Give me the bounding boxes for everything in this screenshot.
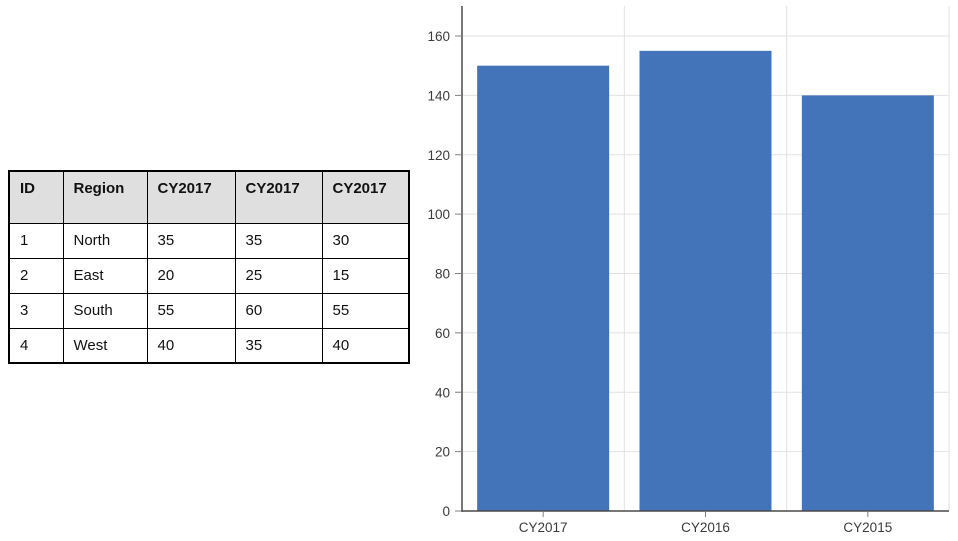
y-axis-tick-label: 60 — [435, 326, 450, 341]
table-cell: 35 — [234, 327, 323, 364]
x-axis-category-label: CY2016 — [681, 520, 730, 535]
column-header: CY2017 — [146, 170, 236, 224]
table-row: 4 West 40 35 40 — [8, 327, 410, 364]
table-cell: 15 — [321, 257, 410, 294]
column-header: ID — [8, 170, 64, 224]
table-cell: 35 — [234, 222, 323, 259]
table-cell: 30 — [321, 222, 410, 259]
table-cell: 20 — [146, 257, 236, 294]
table-cell: South — [62, 292, 148, 329]
table-cell: 4 — [8, 327, 64, 364]
table-cell: North — [62, 222, 148, 259]
table-cell: 55 — [146, 292, 236, 329]
bar-cy2017 — [477, 65, 610, 511]
table-cell: 60 — [234, 292, 323, 329]
table-cell: 2 — [8, 257, 64, 294]
table-cell: 35 — [146, 222, 236, 259]
table-cell: 1 — [8, 222, 64, 259]
y-axis-tick-label: 140 — [427, 88, 450, 103]
y-axis-tick-label: 80 — [435, 267, 450, 282]
bar-cy2016 — [639, 50, 772, 511]
y-axis-tick-label: 40 — [435, 385, 450, 400]
table-header-row: ID Region CY2017 CY2017 CY2017 — [8, 170, 410, 224]
column-header: Region — [62, 170, 148, 224]
table-body: 1 North 35 35 30 2 East 20 25 15 3 South 55 60 55 4 West… — [8, 222, 410, 364]
table-cell: 3 — [8, 292, 64, 329]
data-table: ID Region CY2017 CY2017 CY2017 1 North 35 35 30 2… — [8, 170, 410, 364]
column-header: CY2017 — [234, 170, 323, 224]
y-axis-tick-label: 100 — [427, 207, 450, 222]
table-row: 1 North 35 35 30 — [8, 222, 410, 259]
y-axis-tick-label: 20 — [435, 445, 450, 460]
table-cell: 25 — [234, 257, 323, 294]
bar-cy2015 — [801, 95, 934, 511]
y-axis-tick-label: 160 — [427, 29, 450, 44]
y-axis-tick-label: 0 — [442, 504, 450, 519]
bar-chart: 0 20 40 60 80 100 120 140 160 CY2017 CY2016 CY2015 — [427, 6, 950, 535]
table-cell: 40 — [321, 327, 410, 364]
x-axis-category-label: CY2015 — [843, 520, 892, 535]
table-cell: 55 — [321, 292, 410, 329]
table-cell: West — [62, 327, 148, 364]
table-row: 3 South 55 60 55 — [8, 292, 410, 329]
table-row: 2 East 20 25 15 — [8, 257, 410, 294]
x-axis-category-label: CY2017 — [519, 520, 568, 535]
bar-chart-container: 0 20 40 60 80 100 120 140 160 CY2017 CY2016 CY2015 — [420, 0, 958, 541]
column-header: CY2017 — [321, 170, 410, 224]
table-cell: 40 — [146, 327, 236, 364]
y-axis-tick-label: 120 — [427, 148, 450, 163]
table-cell: East — [62, 257, 148, 294]
